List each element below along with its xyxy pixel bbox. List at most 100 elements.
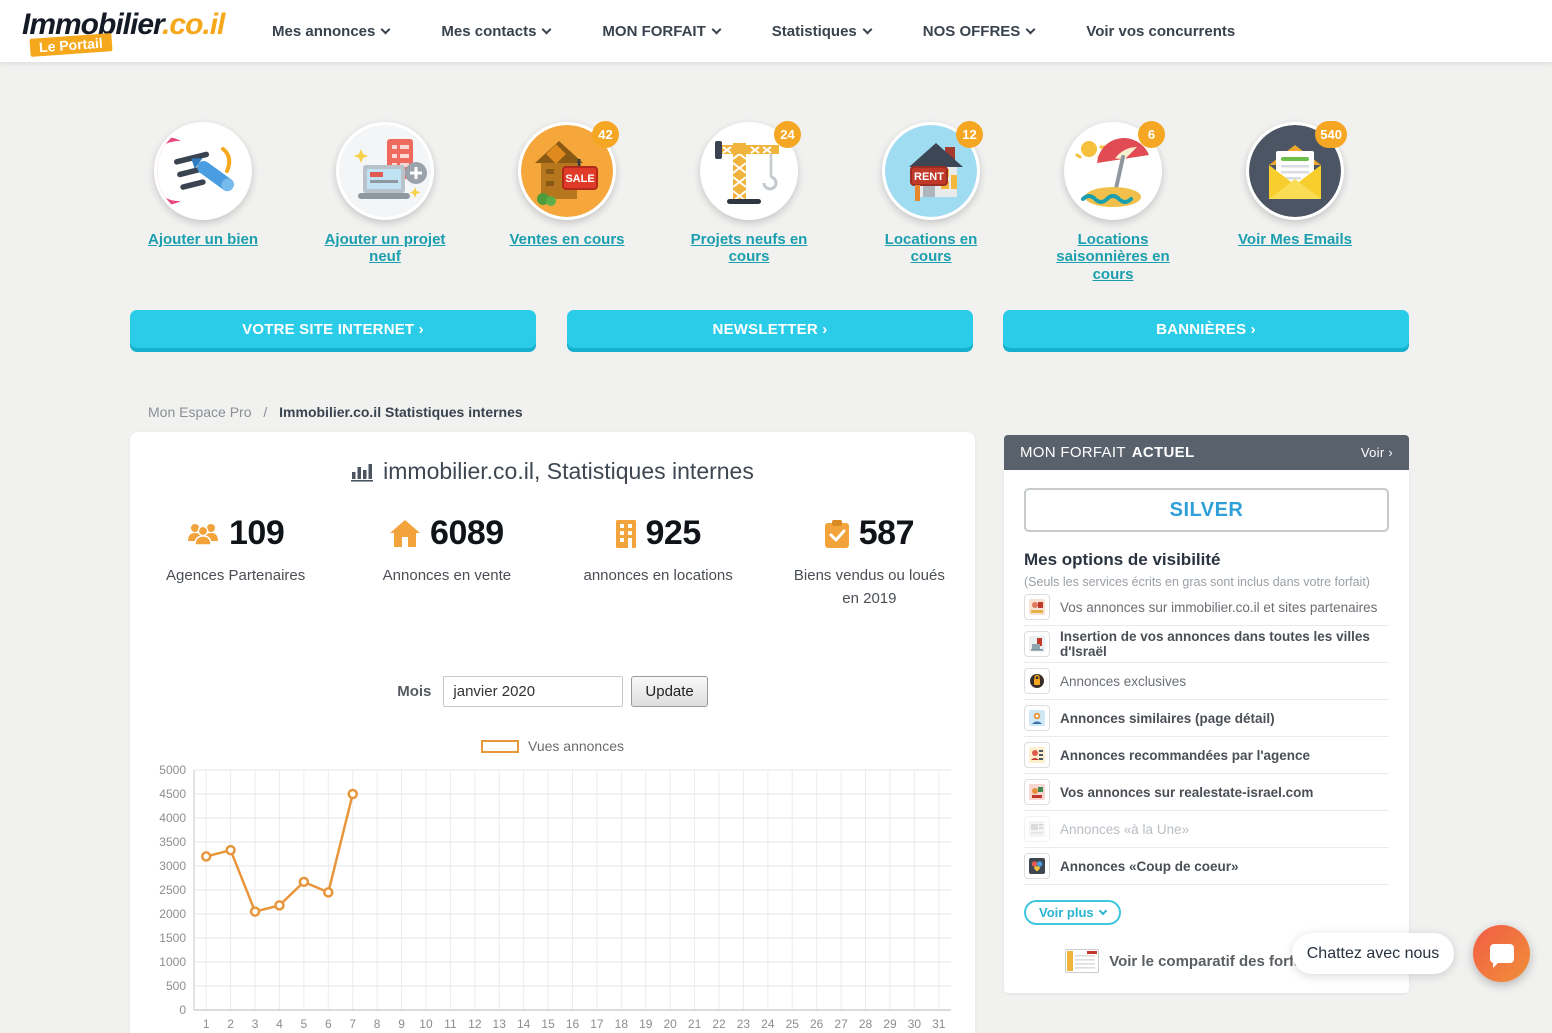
svg-text:25: 25 bbox=[786, 1017, 800, 1031]
emails-count-badge: 540 bbox=[1315, 121, 1347, 148]
comparison-table-icon bbox=[1065, 949, 1100, 973]
nav-nos-offres[interactable]: NOS OFFRES bbox=[923, 23, 1036, 40]
svg-text:5: 5 bbox=[301, 1017, 308, 1031]
svg-text:31: 31 bbox=[932, 1017, 946, 1031]
stat-annonces-en-locations: 925 annonces en locations bbox=[583, 514, 733, 584]
nav-mon-forfait[interactable]: MON FORFAIT bbox=[602, 23, 722, 40]
option-row: Annonces «Coup de coeur» bbox=[1024, 848, 1389, 885]
stat-agences-partenaires: 109 Agences Partenaires bbox=[166, 514, 306, 584]
month-selector-row: Mois Update bbox=[130, 676, 975, 707]
svg-text:17: 17 bbox=[590, 1017, 604, 1031]
svg-text:7: 7 bbox=[349, 1017, 356, 1031]
quick-action-ajouter-projet-neuf[interactable]: Ajouter un projet neuf bbox=[294, 122, 476, 283]
svg-text:20: 20 bbox=[663, 1017, 677, 1031]
front-page-icon bbox=[1024, 816, 1050, 842]
svg-text:23: 23 bbox=[737, 1017, 751, 1031]
coup-de-coeur-icon bbox=[1024, 853, 1050, 879]
svg-text:2: 2 bbox=[227, 1017, 234, 1031]
votre-site-internet-button[interactable]: VOTRE SITE INTERNET › bbox=[130, 310, 536, 348]
quick-action-ventes-en-cours[interactable]: 42 SALE Ventes en cours bbox=[476, 121, 658, 283]
svg-text:RENT: RENT bbox=[914, 171, 944, 183]
building-icon bbox=[615, 519, 636, 548]
newsletter-button[interactable]: NEWSLETTER › bbox=[567, 310, 973, 348]
chat-prompt-pill[interactable]: Chattez avec nous bbox=[1292, 933, 1454, 974]
forfait-panel: MON FORFAIT ACTUEL Voir › SILVER Mes opt… bbox=[1004, 435, 1409, 993]
svg-text:18: 18 bbox=[615, 1017, 629, 1031]
svg-text:13: 13 bbox=[493, 1017, 507, 1031]
voir-plus-button[interactable]: Voir plus bbox=[1024, 900, 1121, 925]
chevron-down-icon bbox=[541, 24, 552, 34]
svg-text:1500: 1500 bbox=[159, 931, 186, 945]
legend-label: Vues annonces bbox=[528, 738, 624, 754]
compare-forfaits-link[interactable]: Voir le comparatif des forfaits → bbox=[1024, 949, 1389, 973]
nav-statistiques[interactable]: Statistiques bbox=[772, 23, 873, 40]
svg-text:15: 15 bbox=[541, 1017, 555, 1031]
saisonnieres-count-badge: 6 bbox=[1138, 121, 1165, 148]
quick-action-projets-neufs-en-cours[interactable]: 24 Projets neufs en cours bbox=[658, 121, 840, 283]
locations-count-badge: 12 bbox=[956, 121, 983, 148]
svg-text:2500: 2500 bbox=[159, 883, 186, 897]
svg-text:30: 30 bbox=[908, 1017, 922, 1031]
chevron-down-icon bbox=[1025, 24, 1036, 34]
svg-text:8: 8 bbox=[374, 1017, 381, 1031]
forfait-body: SILVER Mes options de visibilité (Seuls … bbox=[1004, 470, 1409, 993]
quick-action-locations-saisonnieres[interactable]: 6 Locations saisonnières en cours bbox=[1022, 121, 1204, 283]
svg-text:26: 26 bbox=[810, 1017, 824, 1031]
breadcrumb-parent[interactable]: Mon Espace Pro bbox=[148, 404, 252, 420]
chart-area: 1 2 3 4 5 6 7 8 9 10 11 12 13 14 15 16 17 18 19 20 21 22 23 24 2… bbox=[148, 762, 957, 1033]
svg-text:4000: 4000 bbox=[159, 811, 186, 825]
legend-swatch bbox=[481, 739, 519, 753]
quick-actions-row: Ajouter un bien Ajouter un projet neuf bbox=[112, 121, 1386, 283]
svg-text:16: 16 bbox=[566, 1017, 580, 1031]
pen-icon bbox=[157, 125, 249, 217]
svg-text:22: 22 bbox=[712, 1017, 726, 1031]
svg-text:1: 1 bbox=[203, 1017, 210, 1031]
svg-text:1000: 1000 bbox=[159, 955, 186, 969]
option-row: Annonces «à la Une» bbox=[1024, 811, 1389, 848]
chat-bubble-icon bbox=[1489, 944, 1514, 968]
chevron-down-icon bbox=[380, 24, 391, 34]
chevron-down-icon bbox=[862, 24, 873, 34]
bar-chart-icon bbox=[351, 463, 374, 482]
svg-text:6: 6 bbox=[325, 1017, 332, 1031]
similar-ads-icon bbox=[1024, 705, 1050, 731]
house-sale-icon: SALE bbox=[521, 125, 613, 217]
stat-annonces-en-vente: 6089 Annonces en vente bbox=[382, 514, 512, 584]
nav-voir-concurrents[interactable]: Voir vos concurrents bbox=[1086, 22, 1236, 40]
quick-action-ajouter-bien[interactable]: Ajouter un bien bbox=[112, 122, 294, 283]
ventes-count-badge: 42 bbox=[592, 121, 619, 148]
plan-name-box: SILVER bbox=[1024, 488, 1389, 532]
svg-text:14: 14 bbox=[517, 1017, 531, 1031]
month-input[interactable] bbox=[443, 676, 624, 707]
projets-count-badge: 24 bbox=[774, 121, 801, 148]
brand-logo[interactable]: Immobilier.co.il Le Portail bbox=[22, 8, 225, 57]
option-row: Annonces similaires (page détail) bbox=[1024, 700, 1389, 737]
realestate-site-icon bbox=[1024, 779, 1050, 805]
month-label: Mois bbox=[397, 683, 432, 700]
chat-button[interactable] bbox=[1473, 925, 1530, 982]
bannieres-button[interactable]: BANNIÈRES › bbox=[1003, 310, 1409, 348]
nav-mes-contacts[interactable]: Mes contacts bbox=[441, 23, 552, 40]
top-navbar: Immobilier.co.il Le Portail Mes annonces… bbox=[0, 0, 1552, 62]
breadcrumb: Mon Espace Pro / Immobilier.co.il Statis… bbox=[148, 404, 523, 420]
svg-text:SALE: SALE bbox=[565, 173, 594, 185]
svg-text:11: 11 bbox=[444, 1017, 457, 1031]
svg-text:3500: 3500 bbox=[159, 835, 186, 849]
option-row: Vos annonces sur realestate-israel.com bbox=[1024, 774, 1389, 811]
chevron-down-icon bbox=[1098, 906, 1107, 916]
new-project-icon bbox=[339, 125, 431, 217]
views-line-chart: 1 2 3 4 5 6 7 8 9 10 11 12 13 14 15 16 17 18 19 20 21 22 23 24 2… bbox=[159, 763, 951, 1031]
svg-text:19: 19 bbox=[639, 1017, 653, 1031]
forfait-voir-link[interactable]: Voir › bbox=[1360, 445, 1393, 460]
nav-mes-annonces[interactable]: Mes annonces bbox=[272, 23, 391, 40]
svg-text:2000: 2000 bbox=[159, 907, 186, 921]
svg-text:500: 500 bbox=[166, 979, 186, 993]
quick-action-locations-en-cours[interactable]: 12 RENT Locations en cours bbox=[840, 121, 1022, 283]
options-title: Mes options de visibilité bbox=[1024, 550, 1221, 569]
beach-umbrella-icon bbox=[1067, 125, 1159, 217]
chart-legend: Vues annonces bbox=[130, 738, 975, 754]
svg-text:29: 29 bbox=[883, 1017, 897, 1031]
svg-text:28: 28 bbox=[859, 1017, 873, 1031]
update-button[interactable]: Update bbox=[631, 676, 708, 707]
quick-action-voir-mes-emails[interactable]: 540 Voir Mes Emails bbox=[1204, 121, 1386, 283]
